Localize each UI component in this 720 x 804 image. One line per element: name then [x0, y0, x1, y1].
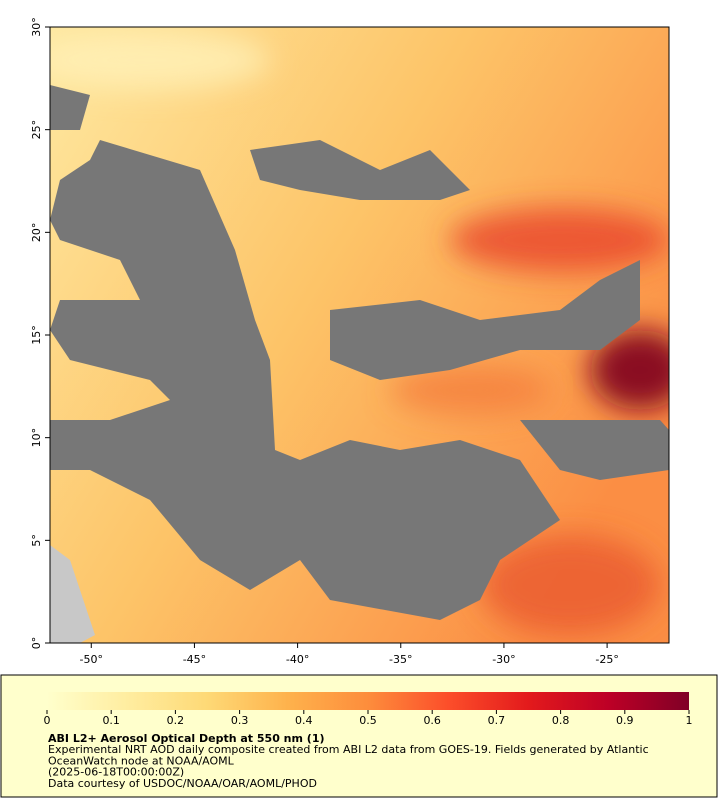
- colorbar-tick-label: 0.3: [231, 714, 249, 727]
- x-tick-label: -35°: [389, 653, 412, 666]
- y-tick-label: 15°: [30, 325, 43, 345]
- colorbar: [47, 692, 689, 710]
- y-tick-label: 0°: [30, 637, 43, 650]
- colorbar-tick-label: 0.6: [423, 714, 441, 727]
- x-tick-label: -25°: [595, 653, 618, 666]
- y-tick-label: 5°: [30, 534, 43, 547]
- y-tick-label: 20°: [30, 223, 43, 243]
- colorbar-tick-label: 0.2: [167, 714, 185, 727]
- legend-title: ABI L2+ Aerosol Optical Depth at 550 nm …: [48, 732, 325, 745]
- legend-line: Data courtesy of USDOC/NOAA/OAR/AOML/PHO…: [48, 777, 317, 790]
- y-tick-label: 10°: [30, 428, 43, 448]
- legend-line: Experimental NRT AOD daily composite cre…: [48, 743, 649, 756]
- y-tick-label: 25°: [30, 120, 43, 140]
- colorbar-tick-label: 0.5: [359, 714, 377, 727]
- colorbar-tick-label: 0.8: [552, 714, 570, 727]
- colorbar-tick-label: 0.7: [488, 714, 506, 727]
- colorbar-ticks: 0 0.1 0.2 0.3 0.4 0.5 0.6 0.7 0.8 0.9 1: [44, 710, 693, 727]
- colorbar-tick-label: 0.9: [616, 714, 634, 727]
- legend-line: OceanWatch node at NOAA/AOML: [48, 754, 235, 767]
- y-tick-label: 30°: [30, 17, 43, 37]
- x-tick-label: -30°: [492, 653, 515, 666]
- x-tick-label: -40°: [286, 653, 309, 666]
- x-tick-label: -50°: [80, 653, 103, 666]
- colorbar-tick-label: 1: [686, 714, 693, 727]
- colorbar-tick-label: 0: [44, 714, 51, 727]
- colorbar-tick-label: 0.4: [295, 714, 313, 727]
- x-tick-label: -45°: [183, 653, 206, 666]
- map-raster: [50, 27, 669, 643]
- colorbar-tick-label: 0.1: [102, 714, 120, 727]
- legend-line: (2025-06-18T00:00:00Z): [48, 766, 184, 779]
